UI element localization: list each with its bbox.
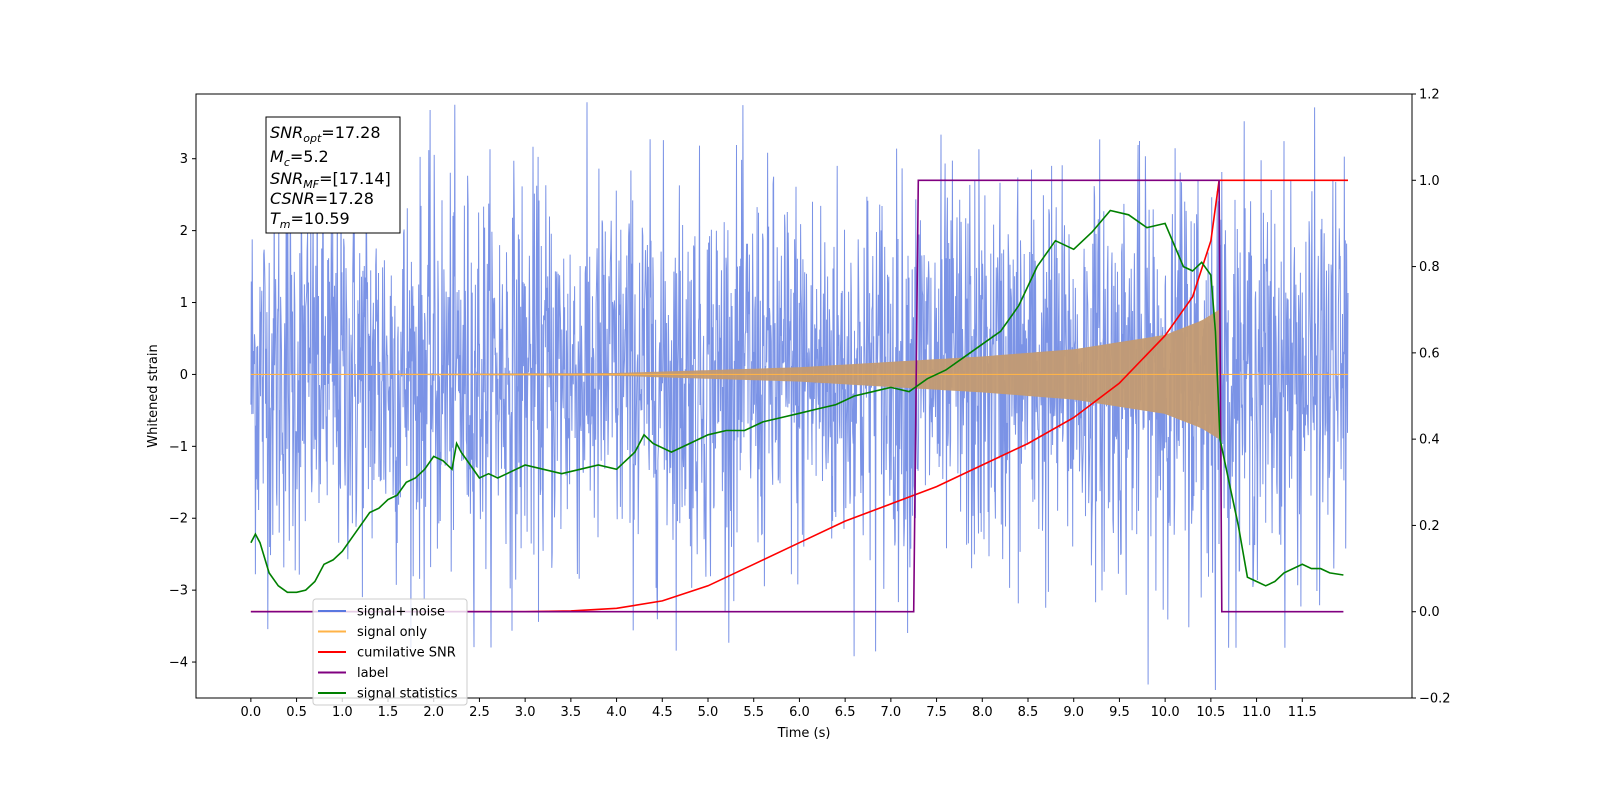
y-axis-left: −4 −3 −2 −1 0 1 2 3: [169, 152, 196, 671]
x-tick-label: 1.0: [332, 705, 353, 720]
series-signal-statistics: [250, 209, 1344, 594]
right-axis-series-layer: [250, 179, 1348, 613]
x-tick-label: 6.0: [789, 705, 810, 720]
x-axis-label: Time (s): [777, 726, 831, 741]
signal-noise-layer: [250, 102, 1349, 691]
x-tick-label: 6.5: [835, 705, 856, 720]
x-tick-label: 11.5: [1288, 705, 1317, 720]
info-chirp-mass: Mc=5.2: [270, 147, 329, 169]
signal-only-layer: [250, 309, 1348, 440]
y2-tick-label: −0.2: [1419, 692, 1451, 707]
x-tick-label: 0.5: [286, 705, 307, 720]
series-signal-noise: [250, 102, 1349, 691]
x-tick-label: 9.0: [1063, 705, 1084, 720]
legend-label: signal+ noise: [357, 605, 445, 620]
y2-tick-label: 1.2: [1419, 88, 1440, 103]
y2-tick-label: 0.0: [1419, 605, 1440, 620]
y-axis-right: −0.2 0.0 0.2 0.4 0.6 0.8 1.0 1.2: [1412, 88, 1451, 707]
info-snr-mf: SNRMF=[17.14]: [270, 169, 391, 191]
legend: signal+ noise signal only cumilative SNR la…: [312, 598, 468, 706]
x-tick-label: 1.5: [378, 705, 399, 720]
y-tick-label: 1: [180, 296, 188, 311]
info-snr-opt: SNRopt=17.28: [270, 123, 381, 145]
x-tick-label: 2.5: [469, 705, 490, 720]
y-tick-label: −1: [169, 440, 188, 455]
info-box: SNRopt=17.28 Mc=5.2 SNRMF=[17.14] CSNR=1…: [265, 116, 401, 234]
x-tick-label: 7.5: [926, 705, 947, 720]
y2-tick-label: 0.4: [1419, 433, 1440, 448]
info-box-frame: [265, 116, 401, 234]
x-tick-label: 5.0: [698, 705, 719, 720]
legend-frame: [312, 598, 468, 706]
y2-tick-label: 0.8: [1419, 260, 1440, 275]
y-tick-label: 0: [180, 368, 188, 383]
series-label: [250, 179, 1344, 613]
y2-tick-label: 0.6: [1419, 346, 1440, 361]
x-tick-label: 7.0: [881, 705, 902, 720]
x-tick-label: 5.5: [743, 705, 764, 720]
plot-area: [250, 102, 1349, 691]
x-tick-label: 9.5: [1109, 705, 1130, 720]
info-merger-time: Tm=10.59: [270, 209, 350, 231]
x-tick-label: 2.0: [423, 705, 444, 720]
x-tick-label: 10.5: [1196, 705, 1225, 720]
y-tick-label: −3: [169, 584, 188, 599]
x-tick-label: 8.5: [1018, 705, 1039, 720]
y-axis-label: Whitened strain: [146, 344, 161, 447]
y-tick-label: −4: [169, 656, 188, 671]
x-tick-label: 4.5: [652, 705, 673, 720]
y2-tick-label: 1.0: [1419, 174, 1440, 189]
legend-label: label: [357, 666, 388, 681]
x-axis: 0.0 0.5 1.0 1.5 2.0 2.5 3.0 3.5 4.0 4.5 5.0 5.5 6.0 6…: [241, 698, 1317, 720]
x-tick-label: 8.0: [972, 705, 993, 720]
x-tick-label: 3.0: [515, 705, 536, 720]
y-tick-label: 2: [180, 224, 188, 239]
x-tick-label: 4.0: [606, 705, 627, 720]
legend-label: signal statistics: [357, 687, 458, 702]
info-csnr: CSNR=17.28: [270, 189, 374, 208]
legend-label: cumilative SNR: [357, 646, 456, 661]
axes-frame: [195, 93, 1413, 699]
x-tick-label: 3.5: [561, 705, 582, 720]
y-tick-label: 3: [180, 152, 188, 167]
legend-label: signal only: [357, 625, 427, 640]
x-tick-label: 11.0: [1242, 705, 1271, 720]
x-tick-label: 0.0: [241, 705, 262, 720]
y-tick-label: −2: [169, 512, 188, 527]
series-cumulative-snr: [250, 179, 1348, 613]
x-tick-label: 10.0: [1151, 705, 1180, 720]
y2-tick-label: 0.2: [1419, 519, 1440, 534]
